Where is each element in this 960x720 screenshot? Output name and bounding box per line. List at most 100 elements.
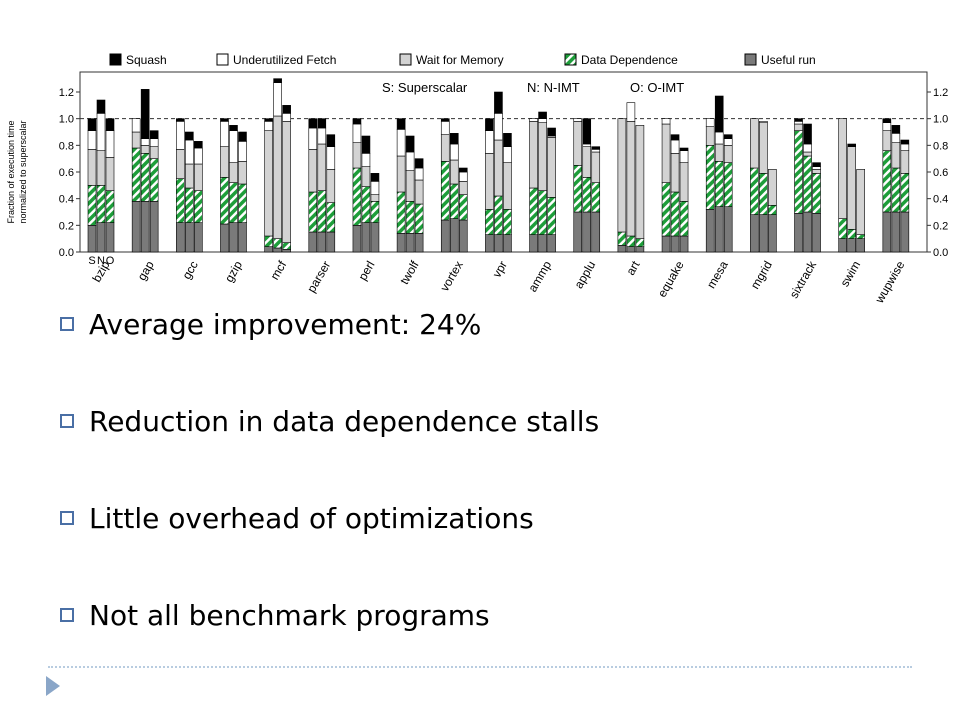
bar-segment-sixtrack-n-wait-for-memory — [803, 151, 812, 157]
bar-segment-perl-n-squash — [361, 135, 371, 154]
x-label-ammp: ammp — [525, 258, 554, 294]
legend-label-useful-run: Useful run — [761, 53, 816, 67]
x-label-swim: swim — [837, 258, 863, 289]
bar-segment-applu-n-data-dependence — [582, 177, 592, 213]
bar-segment-ammp-o-wait-for-memory — [547, 137, 556, 198]
bar-segment-mcf-n-data-dependence — [273, 238, 282, 249]
x-axis-labels: bzip gap gcc gzip mcf parser perl twolf vortex vp… — [88, 255, 907, 306]
bar-segment-vpr-n-data-dependence — [494, 195, 503, 235]
bar-segment-ammp-n-data-dependence — [538, 190, 547, 235]
bar-segment-twolf-o-squash — [414, 158, 424, 169]
bar-segment-mesa-o-data-dependence — [723, 162, 733, 207]
square-bullet-icon — [60, 511, 74, 525]
bar-segment-vortex-o-data-dependence — [458, 194, 468, 221]
bar-segment-wupwise-o-useful-run — [900, 211, 910, 253]
bar-segment-swim-n-useful-run — [847, 238, 856, 253]
bar-segment-ammp-o-data-dependence — [547, 197, 556, 235]
bar-segment-vortex-s-useful-run — [440, 219, 450, 253]
bar-segment-bzip-o-useful-run — [105, 222, 115, 253]
y-axis-right: 0.0 0.2 0.4 0.6 0.8 1.0 1.2 — [927, 87, 948, 259]
bar-segment-equake-n-wait-for-memory — [670, 153, 680, 193]
bar-segment-mcf-o-wait-for-memory — [282, 121, 291, 243]
bar-segment-mesa-n-underutilized-fetch — [714, 131, 724, 145]
bar-segment-vpr-n-wait-for-memory — [494, 139, 503, 197]
y-tick-label-right: 0.6 — [933, 167, 948, 179]
bar-segment-gcc-o-useful-run — [194, 222, 203, 253]
bar-segment-applu-n-underutilized-fetch — [582, 143, 592, 147]
bar-segment-applu-o-underutilized-fetch — [591, 149, 601, 153]
bar-segment-twolf-s-squash — [396, 118, 406, 130]
bar-segment-bzip-s-useful-run — [87, 225, 97, 253]
bar-segment-mesa-n-squash — [714, 95, 724, 133]
bar-segment-gzip-n-squash — [229, 125, 238, 131]
bar-segment-sixtrack-s-underutilized-fetch — [794, 121, 803, 125]
bar-segment-gzip-n-useful-run — [229, 222, 238, 253]
bar-segment-gcc-n-useful-run — [185, 222, 194, 253]
bar-segment-mcf-s-useful-run — [264, 246, 273, 253]
bar-segment-wupwise-s-useful-run — [882, 211, 892, 253]
bar-segment-applu-s-wait-for-memory — [573, 121, 583, 166]
legend-swatch-useful-run — [744, 53, 757, 66]
bar-segment-gap-o-useful-run — [149, 201, 159, 253]
bullet-list: Average improvement: 24% Reduction in da… — [60, 300, 940, 688]
bar-segment-perl-s-squash — [352, 118, 362, 125]
bar-segment-wupwise-n-squash — [891, 125, 901, 134]
bar-segment-wupwise-o-underutilized-fetch — [900, 143, 910, 151]
x-label-gap: gap — [135, 258, 157, 283]
bar-segment-twolf-s-underutilized-fetch — [396, 129, 406, 157]
bar-segment-sixtrack-o-underutilized-fetch — [812, 166, 821, 170]
bar-segment-vpr-s-data-dependence — [485, 209, 494, 235]
bar-segment-mcf-n-useful-run — [273, 247, 282, 253]
bar-segment-ammp-s-useful-run — [529, 234, 538, 253]
bar-segment-gzip-n-underutilized-fetch — [229, 130, 238, 163]
bar-segment-sixtrack-n-data-dependence — [803, 155, 812, 213]
bar-segment-art-s-data-dependence — [617, 231, 627, 246]
bar-segment-twolf-n-data-dependence — [405, 201, 415, 234]
bullet-item: Average improvement: 24% — [60, 300, 940, 348]
bar-segment-applu-o-squash — [591, 146, 601, 150]
bar-segment-gcc-o-underutilized-fetch — [194, 147, 203, 165]
bar-segment-mgrid-s-data-dependence — [750, 167, 759, 215]
bar-segment-applu-o-useful-run — [591, 211, 601, 253]
bar-segment-applu-n-useful-run — [582, 211, 592, 253]
bar-segment-art-o-useful-run — [635, 246, 645, 253]
bar-segment-vpr-s-underutilized-fetch — [485, 130, 494, 154]
bar-segment-wupwise-o-wait-for-memory — [900, 150, 910, 174]
bar-segment-mcf-s-data-dependence — [264, 235, 273, 247]
bar-segment-vortex-o-useful-run — [458, 219, 468, 253]
square-bullet-icon — [60, 608, 74, 622]
bar-segment-vortex-n-wait-for-memory — [449, 159, 459, 185]
bar-segment-parser-n-squash — [317, 118, 327, 129]
bar-segment-art-o-wait-for-memory — [635, 125, 645, 239]
bar-segment-gap-n-useful-run — [140, 201, 150, 253]
bar-segment-equake-o-data-dependence — [679, 201, 689, 237]
bar-segment-perl-s-useful-run — [352, 225, 362, 253]
footer-divider — [48, 666, 912, 668]
bar-segment-applu-s-underutilized-fetch — [573, 118, 583, 122]
bar-segment-vortex-o-squash — [458, 167, 468, 173]
bar-segment-art-n-wait-for-memory — [626, 121, 636, 237]
bar-segment-vortex-s-underutilized-fetch — [440, 121, 450, 135]
y-tick-label-left: 0.8 — [59, 140, 74, 152]
bar-segment-gzip-s-data-dependence — [220, 177, 229, 225]
bar-segment-vpr-n-underutilized-fetch — [494, 113, 503, 141]
bar-segment-ammp-s-underutilized-fetch — [529, 118, 538, 122]
bar-segment-applu-n-squash — [582, 118, 592, 145]
bar-segment-gcc-s-useful-run — [176, 222, 185, 253]
chart-legend: Squash Underutilized Fetch Wait for Memory… — [109, 53, 816, 67]
bar-segment-twolf-s-wait-for-memory — [396, 155, 406, 193]
y-tick-label-left: 0.2 — [59, 220, 74, 232]
bar-segment-perl-o-wait-for-memory — [370, 194, 380, 202]
bar-segment-sixtrack-s-squash — [794, 118, 803, 122]
y-tick-label-right: 0.0 — [933, 247, 948, 259]
x-label-vortex: vortex — [437, 259, 465, 294]
bar-segment-perl-n-useful-run — [361, 222, 371, 253]
bar-segment-gcc-s-underutilized-fetch — [176, 121, 185, 150]
bar-segment-bzip-o-data-dependence — [105, 190, 115, 223]
bar-segment-mgrid-n-wait-for-memory — [759, 122, 768, 174]
bar-segment-wupwise-s-wait-for-memory — [882, 130, 892, 151]
bar-segment-wupwise-o-data-dependence — [900, 173, 910, 213]
bar-segment-parser-s-squash — [308, 118, 318, 129]
bar-segment-art-s-useful-run — [617, 245, 627, 253]
bar-segment-perl-s-wait-for-memory — [352, 142, 362, 169]
